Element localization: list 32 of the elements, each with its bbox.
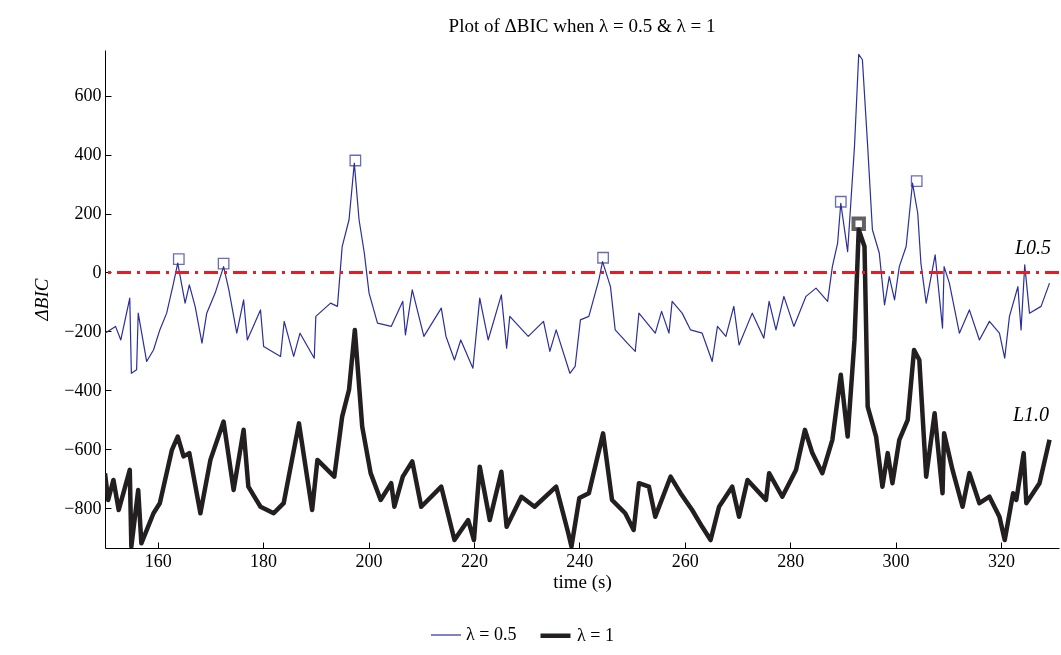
y-tick-label: 0 <box>92 261 102 282</box>
point <box>851 216 866 232</box>
point <box>597 251 609 264</box>
x-tick-label: 180 <box>250 550 278 571</box>
legend-label: λ = 1 <box>577 624 614 645</box>
legend-label: λ = 0.5 <box>466 624 517 644</box>
x-tick-label: 280 <box>777 550 805 571</box>
annotation: L1.0 <box>1011 403 1049 425</box>
y-tick-label: −600 <box>64 438 102 459</box>
point <box>349 154 362 167</box>
line-series <box>105 53 1051 374</box>
ref-line-label: L0.5 <box>1013 236 1051 259</box>
x-tick-label: 300 <box>882 550 910 571</box>
x-tick-label: 200 <box>355 550 383 571</box>
x-tick-label: 320 <box>988 550 1016 571</box>
x-tick-label: 160 <box>144 550 172 571</box>
chart-title: Plot of ΔBIC when λ = 0.5 & λ = 1 <box>448 15 716 36</box>
y-tick-label: 200 <box>74 203 102 224</box>
x-tick-label: 220 <box>460 550 488 571</box>
point <box>217 257 230 270</box>
point <box>172 253 185 266</box>
x-tick-label: 240 <box>566 550 594 571</box>
x-axis-title: time (s) <box>553 570 612 593</box>
point <box>834 195 847 208</box>
y-tick-label: −400 <box>64 379 102 400</box>
y-tick-label: −800 <box>64 497 102 518</box>
x-tick-label: 260 <box>671 550 699 571</box>
point <box>910 175 923 188</box>
y-tick-label: −200 <box>64 320 102 341</box>
y-tick-label: 400 <box>74 144 102 165</box>
y-axis-title: ΔBIC <box>31 278 53 322</box>
y-tick-label: 600 <box>74 85 102 106</box>
